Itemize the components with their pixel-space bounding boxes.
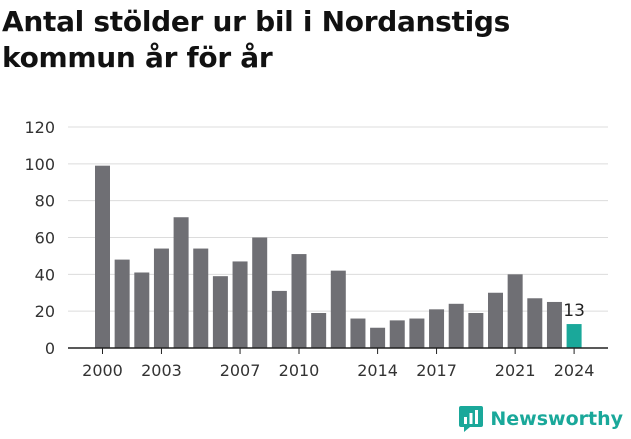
bar-2020[interactable]	[488, 292, 503, 348]
bar-2000[interactable]	[95, 165, 110, 348]
y-tick-label: 80	[35, 192, 55, 211]
y-tick-label: 0	[45, 339, 55, 358]
bar-2021[interactable]	[507, 274, 523, 348]
y-tick-label: 20	[35, 302, 55, 321]
bar-2003[interactable]	[153, 248, 169, 348]
bar-2007[interactable]	[232, 261, 248, 348]
x-tick-label: 2017	[416, 361, 457, 380]
bar-2001[interactable]	[114, 259, 130, 348]
bar-2019[interactable]	[468, 313, 484, 348]
data-labels: 13	[563, 301, 585, 321]
bar-2016[interactable]	[409, 318, 425, 348]
x-tick-label: 2007	[220, 361, 261, 380]
bar-2002[interactable]	[134, 272, 150, 348]
bar-2024[interactable]	[566, 324, 582, 348]
bars	[95, 165, 582, 349]
bar-2005[interactable]	[193, 248, 209, 348]
bar-2004[interactable]	[173, 217, 189, 348]
y-tick-label: 120	[24, 118, 55, 137]
x-tick-label: 2010	[279, 361, 320, 380]
bar-2013[interactable]	[350, 318, 366, 348]
bar-2011[interactable]	[311, 313, 327, 348]
bar-2010[interactable]	[291, 254, 307, 348]
bar-2017[interactable]	[429, 309, 445, 348]
y-tick-label: 60	[35, 229, 55, 248]
y-tick-label: 40	[35, 265, 55, 284]
x-tick-label: 2003	[141, 361, 182, 380]
y-tick-label: 100	[24, 155, 55, 174]
bar-2022[interactable]	[527, 298, 543, 348]
chart-title: Antal stölder ur bil i Nordanstigs kommu…	[2, 5, 511, 74]
brand-name: Newsworthy	[490, 408, 623, 430]
bar-2023[interactable]	[546, 301, 562, 348]
newsworthy-logo[interactable]: Newsworthy	[458, 405, 623, 433]
data-label-2024: 13	[563, 301, 585, 321]
x-tick-label: 2000	[82, 361, 123, 380]
x-tick-label: 2021	[495, 361, 536, 380]
bar-chart-speech-bubble-icon	[459, 406, 484, 432]
bar-2014[interactable]	[370, 327, 386, 348]
y-axis-ticks: 0 20 40 60 80 100 120	[24, 118, 55, 358]
bar-2009[interactable]	[271, 290, 287, 348]
x-tick-label: 2024	[554, 361, 595, 380]
bar-2015[interactable]	[389, 320, 405, 348]
x-tick-label: 2014	[357, 361, 398, 380]
bar-2018[interactable]	[448, 303, 464, 348]
bar-2012[interactable]	[330, 270, 346, 348]
bar-2006[interactable]	[212, 276, 228, 348]
x-axis: 2000 2003 2007 2010 2014 2017 2021 2024	[68, 347, 608, 380]
bar-2008[interactable]	[252, 237, 268, 349]
